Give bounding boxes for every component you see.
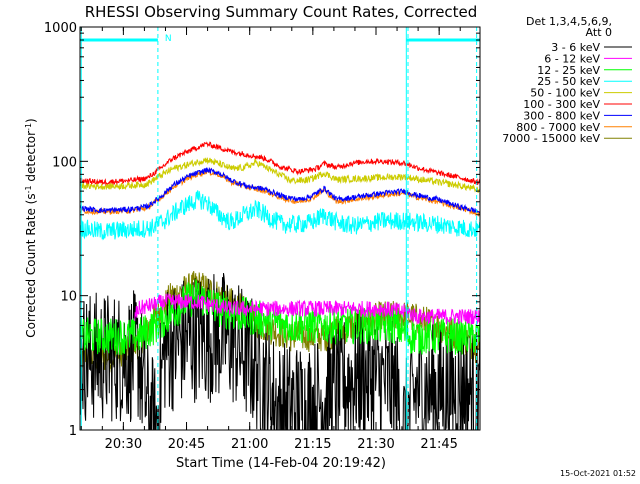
x-tick-label: 21:15 [294, 437, 331, 452]
series-line-2 [80, 278, 480, 355]
legend-label: 800 - 7000 keV [516, 121, 600, 134]
series-line-0 [80, 273, 480, 430]
series-line-6 [80, 166, 480, 214]
legend-label: 25 - 50 keV [537, 75, 600, 88]
series-line-5 [80, 141, 480, 187]
timestamp: 15-Oct-2021 01:52 [560, 469, 636, 478]
x-tick-label: 20:45 [168, 437, 205, 452]
y-tick-label: 10 [60, 290, 77, 305]
x-tick-label: 21:45 [420, 437, 457, 452]
legend-label: 6 - 12 keV [544, 52, 600, 65]
y-tick-label: 1 [69, 424, 77, 439]
x-tick-label: 20:30 [105, 437, 142, 452]
y-tick-label: 100 [52, 155, 77, 170]
legend-label: 50 - 100 keV [530, 87, 600, 100]
flag-label: N [165, 34, 172, 44]
y-tick-label: 1000 [44, 21, 77, 36]
legend-header-line: Det 1,3,4,5,6,9, [526, 15, 612, 28]
x-tick-label: 21:30 [357, 437, 394, 452]
legend-label: 3 - 6 keV [551, 41, 600, 54]
plot-frame [79, 26, 481, 431]
y-axis-label: Corrected Count Rate (s-1 detector-1) [24, 118, 39, 337]
x-tick-label: 21:00 [231, 437, 268, 452]
series-line-1 [134, 292, 480, 325]
legend-label: 300 - 800 keV [523, 109, 600, 122]
legend-header-line: Att 0 [586, 26, 612, 39]
legend-label: 7000 - 15000 keV [502, 132, 600, 145]
chart-title: RHESSI Observing Summary Count Rates, Co… [85, 3, 478, 21]
series-line-3 [80, 190, 480, 241]
series-line-4 [80, 157, 480, 193]
x-axis-label: Start Time (14-Feb-04 20:19:42) [176, 456, 386, 471]
legend-label: 12 - 25 keV [537, 64, 600, 77]
legend-label: 100 - 300 keV [523, 98, 600, 111]
